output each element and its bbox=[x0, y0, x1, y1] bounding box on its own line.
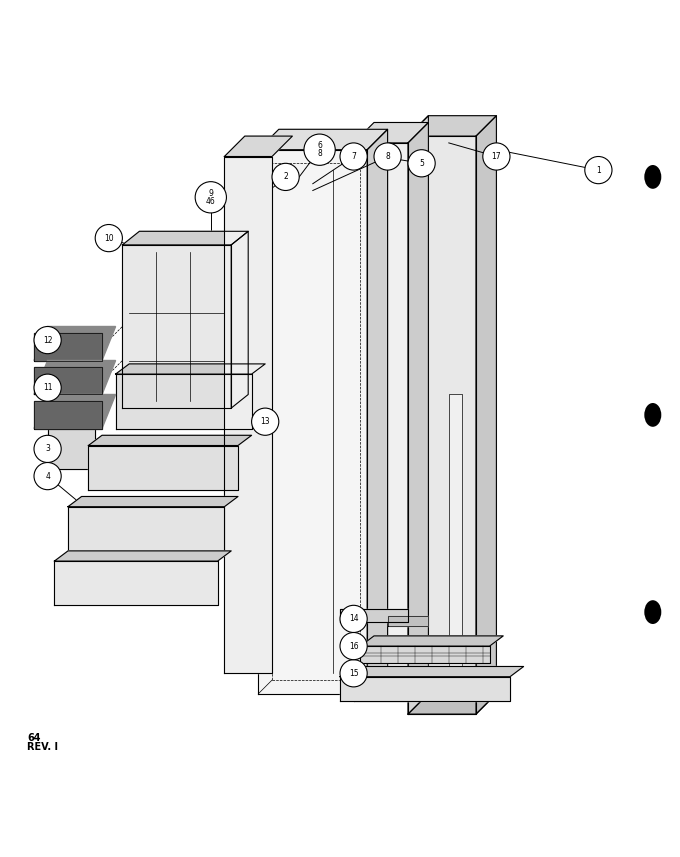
Polygon shape bbox=[360, 636, 503, 646]
Polygon shape bbox=[34, 333, 102, 361]
Text: 3: 3 bbox=[45, 445, 50, 453]
Polygon shape bbox=[258, 150, 367, 693]
Text: REV. I: REV. I bbox=[27, 742, 58, 752]
Text: 4: 4 bbox=[45, 471, 50, 481]
Polygon shape bbox=[476, 116, 496, 714]
Polygon shape bbox=[408, 116, 496, 136]
Circle shape bbox=[34, 435, 61, 463]
Circle shape bbox=[34, 375, 61, 401]
Ellipse shape bbox=[644, 165, 661, 189]
Text: 12: 12 bbox=[43, 336, 52, 345]
Text: 2: 2 bbox=[284, 172, 288, 182]
Polygon shape bbox=[367, 129, 388, 693]
Circle shape bbox=[340, 605, 367, 632]
Circle shape bbox=[340, 660, 367, 687]
Polygon shape bbox=[34, 401, 102, 428]
Polygon shape bbox=[34, 327, 116, 361]
Polygon shape bbox=[354, 143, 408, 700]
Polygon shape bbox=[116, 364, 265, 375]
Polygon shape bbox=[408, 123, 428, 700]
Text: 17: 17 bbox=[492, 152, 501, 161]
Polygon shape bbox=[340, 608, 408, 622]
Circle shape bbox=[340, 143, 367, 170]
Text: 10: 10 bbox=[104, 234, 114, 243]
Polygon shape bbox=[340, 677, 510, 700]
Circle shape bbox=[304, 134, 335, 165]
Text: 8: 8 bbox=[386, 152, 390, 161]
Polygon shape bbox=[88, 446, 238, 489]
Polygon shape bbox=[388, 615, 428, 626]
Text: 5: 5 bbox=[419, 159, 424, 168]
Polygon shape bbox=[34, 394, 116, 428]
Polygon shape bbox=[116, 375, 252, 428]
Text: 13: 13 bbox=[260, 417, 270, 426]
Text: 15: 15 bbox=[349, 668, 358, 678]
Ellipse shape bbox=[644, 403, 661, 427]
Text: 1: 1 bbox=[596, 165, 600, 175]
Text: 11: 11 bbox=[43, 383, 52, 393]
Text: 14: 14 bbox=[349, 614, 358, 623]
Polygon shape bbox=[54, 551, 231, 561]
Circle shape bbox=[340, 632, 367, 660]
Polygon shape bbox=[48, 405, 102, 415]
Polygon shape bbox=[449, 394, 462, 667]
Polygon shape bbox=[68, 506, 224, 551]
Polygon shape bbox=[48, 415, 95, 470]
Circle shape bbox=[585, 157, 612, 183]
Polygon shape bbox=[122, 245, 231, 408]
Polygon shape bbox=[122, 231, 248, 245]
Circle shape bbox=[95, 225, 122, 252]
Polygon shape bbox=[224, 136, 292, 157]
Polygon shape bbox=[360, 646, 490, 663]
Polygon shape bbox=[68, 496, 238, 506]
Circle shape bbox=[408, 150, 435, 177]
Polygon shape bbox=[34, 361, 116, 394]
Polygon shape bbox=[224, 157, 272, 674]
Circle shape bbox=[195, 182, 226, 213]
Circle shape bbox=[34, 463, 61, 489]
Circle shape bbox=[272, 164, 299, 190]
Circle shape bbox=[483, 143, 510, 170]
Polygon shape bbox=[88, 435, 252, 446]
Polygon shape bbox=[408, 136, 476, 714]
Polygon shape bbox=[54, 561, 218, 605]
Polygon shape bbox=[231, 231, 248, 408]
Circle shape bbox=[34, 327, 61, 354]
Polygon shape bbox=[408, 693, 496, 714]
Polygon shape bbox=[258, 129, 388, 150]
Circle shape bbox=[374, 143, 401, 170]
Text: 64: 64 bbox=[27, 733, 41, 743]
Polygon shape bbox=[354, 123, 428, 143]
Circle shape bbox=[252, 408, 279, 435]
Text: 9
46: 9 46 bbox=[206, 189, 216, 206]
Text: 7: 7 bbox=[351, 152, 356, 161]
Text: 16: 16 bbox=[349, 642, 358, 650]
Ellipse shape bbox=[644, 600, 661, 624]
Text: 6
8: 6 8 bbox=[317, 141, 322, 159]
Polygon shape bbox=[340, 667, 524, 677]
Polygon shape bbox=[34, 368, 102, 394]
Polygon shape bbox=[408, 116, 428, 714]
